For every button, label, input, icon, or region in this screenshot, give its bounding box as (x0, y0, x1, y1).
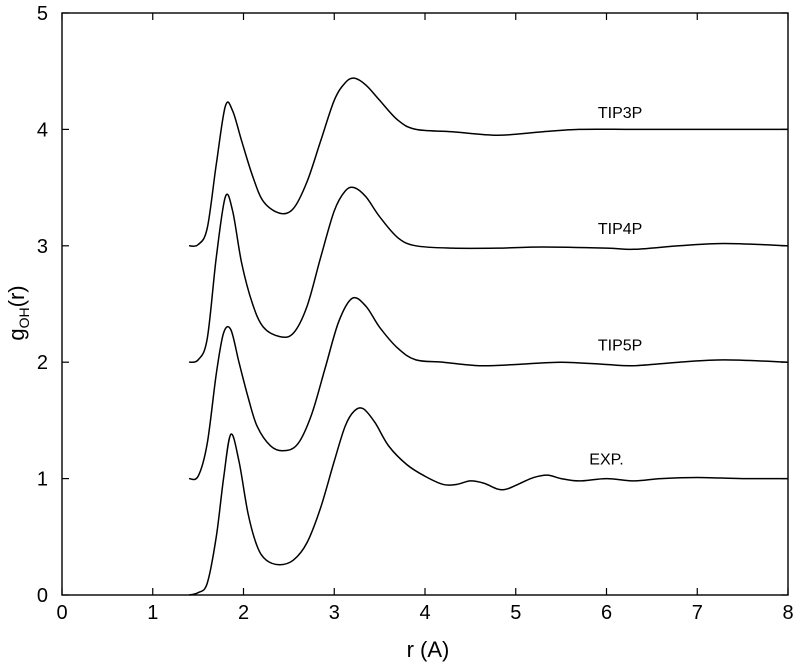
plot-border (61, 12, 789, 596)
x-tick-label: 6 (601, 602, 612, 624)
y-tick-label: 5 (37, 3, 48, 25)
y-axis-label-sub: OH (16, 307, 32, 328)
y-axis-label-main: g (4, 328, 29, 340)
plot-frame (61, 12, 789, 596)
series-line-tip5p (188, 296, 789, 481)
series-line-tip3p (188, 77, 788, 247)
x-axis-label: r (A) (407, 637, 450, 662)
series-lines (188, 77, 789, 596)
ticks: 0 1 2 3 4 5 6 7 8 0 1 2 3 4 5 (37, 3, 794, 624)
y-tick-label: 4 (37, 119, 48, 141)
y-tick-label: 3 (37, 236, 48, 258)
x-tick-label: 8 (782, 602, 793, 624)
y-tick-label: 2 (37, 352, 48, 374)
y-axis-label: gOH(r) (4, 285, 32, 340)
y-axis-label-tail: (r) (4, 285, 29, 307)
x-tick-label: 4 (419, 602, 430, 624)
series-label-tip3p: TIP3P (598, 105, 642, 122)
x-tick-label: 0 (56, 602, 67, 624)
x-tick-label: 2 (238, 602, 249, 624)
series-line-tip4p (188, 186, 789, 364)
y-tick-label: 0 (37, 585, 48, 607)
series-label-tip5p: TIP5P (598, 338, 642, 355)
series-labels: EXP. TIP5P TIP4P TIP3P (589, 105, 642, 469)
y-tick-label: 1 (37, 469, 48, 491)
series-line-exp (188, 407, 789, 596)
x-tick-label: 5 (510, 602, 521, 624)
series-label-tip4p: TIP4P (598, 221, 642, 238)
series-label-exp: EXP. (589, 452, 623, 469)
x-tick-label: 3 (329, 602, 340, 624)
x-tick-label: 7 (692, 602, 703, 624)
x-tick-label: 1 (147, 602, 158, 624)
y-axis-label-group: gOH(r) (4, 285, 32, 340)
